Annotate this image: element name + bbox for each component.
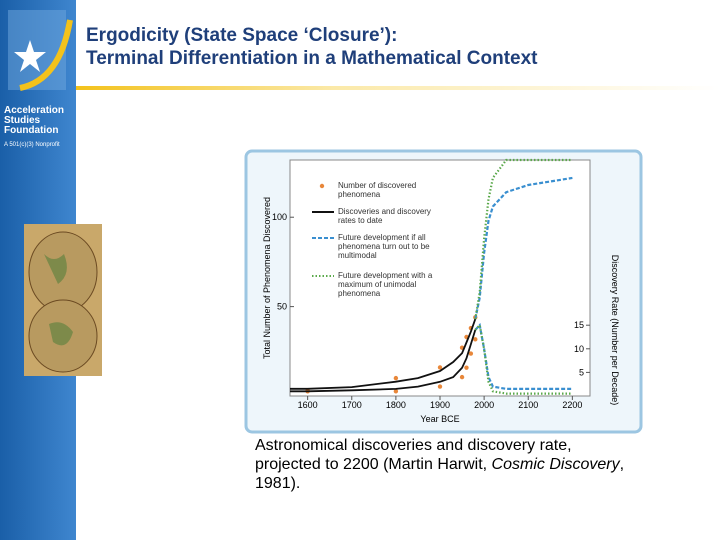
y2-tick-label: 15 xyxy=(574,320,584,330)
caption-text: , 1981). xyxy=(255,456,625,492)
x-tick-label: 1800 xyxy=(386,400,406,410)
x-tick-label: 1600 xyxy=(298,400,318,410)
rate-point xyxy=(393,389,399,394)
cumulative-line xyxy=(290,318,477,390)
legend-entry: Future development with a maximum of uni… xyxy=(338,271,433,298)
x-tick-label: 2100 xyxy=(518,400,538,410)
caption-text: Astronomical discoveries and discovery r… xyxy=(255,437,572,473)
legend-label: Future development if all phenomena turn… xyxy=(338,233,430,260)
title-rule xyxy=(76,86,720,90)
cumulative-line xyxy=(474,176,573,320)
y-axis-label: Total Number of Phenomena Discovered xyxy=(262,197,272,359)
rate-line xyxy=(290,329,477,393)
y-tick-label: 50 xyxy=(277,302,287,312)
title-line: Terminal Differentiation in a Mathematic… xyxy=(86,48,538,69)
plot-area xyxy=(289,159,591,397)
legend-label: Future development with a maximum of uni… xyxy=(338,271,433,298)
x-tick-label: 2200 xyxy=(562,400,582,410)
legend-entry: Future development if all phenomena turn… xyxy=(338,233,430,260)
map-image xyxy=(24,224,102,376)
x-tick-label: 1900 xyxy=(430,400,450,410)
caption: Astronomical discoveries and discovery r… xyxy=(255,436,625,493)
data-point xyxy=(437,365,443,370)
title: Ergodicity (State Space ‘Closure’): Term… xyxy=(86,24,538,70)
y2-tick-label: 5 xyxy=(579,367,584,377)
y-tick-label: 100 xyxy=(272,212,287,222)
title-line: Ergodicity (State Space ‘Closure’): xyxy=(86,25,398,46)
org-note: A 501(c)(3) Nonprofit xyxy=(4,142,60,148)
rate-point xyxy=(459,374,465,380)
org-line: Studies xyxy=(4,115,41,126)
org-line: Foundation xyxy=(4,125,59,136)
x-axis-label: Year BCE xyxy=(420,414,459,424)
legend-entry: Number of discovered phenomena xyxy=(338,181,417,199)
legend-symbol xyxy=(319,183,325,189)
org-name: Acceleration Studies Foundation xyxy=(4,106,64,136)
rate-line xyxy=(474,322,573,395)
rate-point xyxy=(437,384,443,389)
x-tick-label: 2000 xyxy=(474,400,494,410)
rate-point xyxy=(468,351,474,356)
org-line: Acceleration xyxy=(4,105,65,116)
logo xyxy=(8,10,73,91)
data-point xyxy=(393,375,399,381)
rate-point xyxy=(464,365,469,370)
x-tick-label: 1700 xyxy=(342,400,362,410)
legend-entry: Discoveries and discovery rates to date xyxy=(338,207,431,225)
legend-label: Number of discovered phenomena xyxy=(338,181,417,199)
y2-axis-label: Discovery Rate (Number per Decade) xyxy=(610,255,620,406)
caption-italic: Cosmic Discovery xyxy=(491,456,620,473)
y2-tick-label: 10 xyxy=(574,344,584,354)
rate-point xyxy=(473,337,478,342)
legend-label: Discoveries and discovery rates to date xyxy=(338,207,431,225)
